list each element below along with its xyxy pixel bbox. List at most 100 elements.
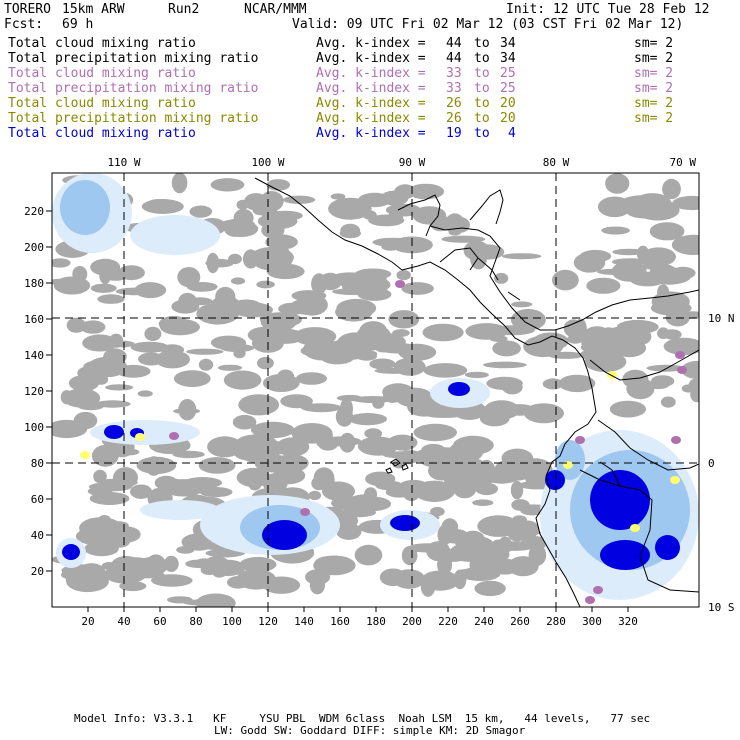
cloud-gray-patch [280, 394, 313, 409]
cloud-gray-patch [302, 334, 325, 345]
precip-dark-blue [262, 520, 307, 550]
cloud-gray-patch [651, 291, 690, 313]
cloud-gray-patch [151, 574, 193, 587]
field-to: 20 [500, 96, 516, 111]
cloud-gray-patch [187, 297, 213, 306]
lat-label: 0 [708, 457, 715, 470]
cloud-gray-patch [665, 308, 690, 327]
cloud-gray-patch [60, 390, 73, 405]
cloud-gray-patch [552, 269, 579, 291]
cloud-gray-patch [77, 402, 104, 411]
cloud-gray-patch [97, 294, 125, 304]
cloud-gray-patch [340, 398, 353, 420]
cloud-gray-patch [515, 520, 540, 539]
cloud-gray-patch [423, 363, 468, 378]
field-to-word: to [474, 36, 490, 51]
field-name: Total cloud mixing ratio [8, 126, 196, 141]
cloud-gray-patch [670, 266, 696, 280]
y-tick-label: 200 [24, 241, 44, 254]
spot-purple [585, 596, 595, 604]
coastlines [254, 177, 699, 607]
cloud-gray-patch [643, 260, 656, 270]
cloud-gray-patch [464, 371, 489, 379]
cloud-gray-patch [66, 570, 109, 593]
central-america-coast [401, 261, 595, 401]
cloud-gray-patch [145, 199, 170, 212]
precip-spots [80, 280, 687, 604]
cloud-gray-patch [206, 252, 220, 274]
cloud-gray-patch [261, 222, 285, 239]
cloud-gray-patch [73, 411, 98, 430]
field-from: 33 [446, 81, 462, 96]
cloud-gray-patch [317, 436, 339, 451]
field-to: 25 [500, 66, 516, 81]
field-avg-label: Avg. k-index = [316, 51, 426, 66]
x-tick-label: 80 [189, 615, 202, 628]
cloud-gray-patch [609, 400, 647, 418]
y-tick-label: 220 [24, 205, 44, 218]
cloud-gray-patch [130, 484, 153, 499]
field-name: Total cloud mixing ratio [8, 36, 196, 51]
cloud-gray-patch [580, 347, 620, 362]
x-tick-label: 320 [618, 615, 638, 628]
cloud-gray-patch [220, 344, 255, 352]
cloud-gray-patch [178, 398, 197, 421]
cloud-gray-patch [199, 487, 233, 498]
cloud-gray-patch [144, 326, 162, 341]
field-avg-label: Avg. k-index = [316, 66, 426, 81]
cloud-gray-patch [612, 248, 646, 256]
field-to-word: to [474, 51, 490, 66]
model-name: TORERO [4, 2, 51, 17]
cloud-gray-patch [520, 318, 545, 328]
cloud-gray-patch [266, 263, 305, 280]
cloud-gray-patch [87, 486, 113, 496]
x-tick-label: 20 [81, 615, 94, 628]
y-tick-label: 80 [31, 457, 44, 470]
cloud-gray-patch [309, 575, 325, 595]
cloud-gray-patch [93, 469, 107, 484]
field-to: 20 [500, 111, 516, 126]
cloud-gray-patch [232, 414, 257, 430]
cloud-gray-patch [503, 404, 536, 416]
cloud-gray-patch [422, 323, 464, 342]
cloud-gray-patch [296, 372, 327, 385]
footer-model-info: Model Info: V3.3.1 KF YSU PBL WDM 6class… [74, 712, 651, 725]
cloud-gray-patch [647, 381, 669, 390]
cloud-gray-patch [341, 507, 377, 518]
cloud-gray-patch [477, 459, 496, 480]
x-tick-label: 180 [366, 615, 386, 628]
cloud-gray-patch [340, 223, 361, 238]
cloud-gray-patch [176, 546, 195, 554]
cloud-gray-patch [354, 544, 383, 566]
cloud-gray-patch [392, 569, 426, 589]
cloud-gray-patch [311, 273, 328, 295]
cloud-gray-patch [257, 356, 274, 370]
cloud-gray-patch [251, 421, 295, 439]
cloud-gray-patch [210, 295, 241, 314]
cloud-gray-patch [566, 334, 584, 344]
field-to: 34 [500, 51, 516, 66]
field-to: 4 [508, 126, 516, 141]
field-name: Total precipitation mixing ratio [8, 51, 259, 66]
field-avg-label: Avg. k-index = [316, 126, 426, 141]
cloud-gray-patch [649, 222, 685, 241]
cloud-gray-patch [162, 479, 205, 497]
field-to-word: to [474, 81, 490, 96]
cloud-gray-patch [579, 249, 612, 263]
cloud-gray-patch [335, 302, 373, 322]
forecast-hour: 69 h [62, 17, 94, 32]
field-from: 19 [446, 126, 462, 141]
cloud-gray-patch [232, 299, 261, 310]
cloud-gray-patch [351, 396, 394, 403]
cloud-gray-patch [398, 343, 437, 361]
cloud-gray-patch [354, 268, 392, 280]
cloud-gray-patch [351, 276, 391, 294]
cloud-gray-patch [445, 213, 465, 235]
cloud-gray-patch [275, 437, 310, 457]
cloud-gray-patch [558, 374, 596, 393]
cloud-gray-patch [507, 556, 539, 577]
field-to-word: to [474, 66, 490, 81]
lat-label: 10 S [708, 601, 735, 614]
south-america-borders [579, 349, 699, 593]
cloud-gray-patch [186, 282, 218, 292]
